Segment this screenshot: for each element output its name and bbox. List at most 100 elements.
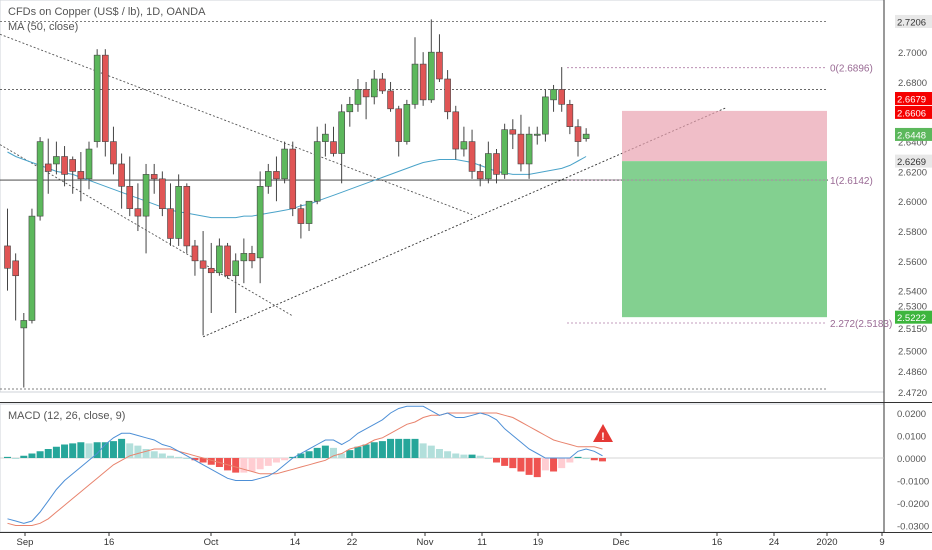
macd-pane-frame <box>0 403 885 533</box>
price-axis-tick: 2.6000 <box>898 197 927 208</box>
macd-histogram-bar <box>142 449 150 458</box>
candle-body <box>338 111 345 154</box>
macd-histogram-bar <box>175 456 183 458</box>
macd-histogram-bar <box>574 456 582 458</box>
candle-body <box>558 89 566 105</box>
price-axis-tick: 2.5000 <box>898 346 927 357</box>
macd-histogram-bar <box>52 446 60 458</box>
price-label-current-box <box>895 127 932 141</box>
candle-body <box>362 89 370 98</box>
candle-body <box>53 156 60 165</box>
take-profit-zone <box>622 161 827 318</box>
candle-body <box>501 129 508 175</box>
candle-body <box>36 141 44 217</box>
macd-axis-tick: -0.0200 <box>897 499 929 510</box>
macd-histogram-bar <box>224 458 232 471</box>
candle-body <box>281 148 288 180</box>
macd-histogram-bar <box>44 449 52 458</box>
candle-body <box>207 267 215 274</box>
macd-histogram-bar <box>493 458 500 463</box>
time-axis-label: 2020 <box>816 537 837 548</box>
price-axis-tick: 2.4860 <box>898 367 927 378</box>
candle-body <box>224 245 231 277</box>
candle-body <box>175 186 182 239</box>
candle-body <box>582 133 590 139</box>
candle-body <box>232 260 239 277</box>
macd-histogram-bar <box>167 455 174 458</box>
macd-histogram-bar <box>370 442 378 458</box>
candle-body <box>330 141 337 154</box>
candle-body <box>248 253 256 262</box>
price-axis-tick: 2.5800 <box>898 227 927 238</box>
candle-body <box>297 208 305 224</box>
candle-body <box>118 163 125 187</box>
candle-body <box>4 245 11 269</box>
macd-histogram-bar <box>28 453 36 458</box>
macd-histogram-bar <box>4 456 11 458</box>
macd-histogram-bar <box>468 454 476 458</box>
descending-trendline <box>0 33 473 216</box>
macd-histogram-bar <box>501 458 509 466</box>
macd-histogram-bar <box>101 442 109 458</box>
candle-body <box>403 104 411 142</box>
warning-icon-mark: ! <box>601 431 605 443</box>
candle-body <box>460 141 468 150</box>
price-axis-tick: 2.5300 <box>898 302 927 313</box>
candle-body <box>134 208 142 217</box>
macd-histogram-bar <box>533 458 541 478</box>
candle-body <box>419 63 427 101</box>
candle-body <box>85 148 93 180</box>
macd-histogram-bar <box>85 443 93 458</box>
candle-body <box>77 171 85 180</box>
price-axis-tick: 2.7000 <box>898 48 927 59</box>
macd-histogram-bar <box>525 458 533 475</box>
time-axis-label: Oct <box>204 537 219 548</box>
macd-histogram-bar <box>313 447 321 458</box>
time-axis-label: 16 <box>104 537 115 548</box>
candle-body <box>533 133 541 136</box>
candle-body <box>427 51 435 101</box>
candle-body <box>509 129 517 135</box>
macd-histogram-bar <box>321 445 329 458</box>
candle-body <box>444 78 451 113</box>
macd-histogram-bar <box>517 458 525 472</box>
macd-histogram-bar <box>411 438 419 458</box>
candle-body <box>322 133 329 142</box>
candle-body <box>468 141 476 172</box>
macd-histogram-bar <box>452 453 460 458</box>
macd-histogram-bar <box>207 458 215 465</box>
macd-histogram-bar <box>598 458 606 462</box>
candle-body <box>142 174 150 217</box>
candle-body <box>167 208 174 239</box>
symbol-title[interactable]: CFDs on Copper (US$ / lb), 1D, OANDA <box>8 6 206 18</box>
macd-legend[interactable]: MACD (12, 26, close, 9) <box>8 410 126 422</box>
candle-body <box>28 215 36 321</box>
macd-histogram-bar <box>150 451 158 458</box>
candle-body <box>102 54 109 142</box>
macd-histogram-bar <box>281 458 289 461</box>
price-label-entry: 2.6269 <box>897 157 926 168</box>
macd-histogram-bar <box>590 458 598 461</box>
macd-histogram-bar <box>109 441 117 458</box>
macd-histogram-bar <box>158 453 166 458</box>
candle-body <box>542 96 549 135</box>
macd-histogram-bar <box>346 450 354 458</box>
ma-legend[interactable]: MA (50, close) <box>8 21 79 33</box>
macd-histogram-bar <box>484 458 492 459</box>
macd-histogram-bar <box>118 438 126 458</box>
candle-body <box>387 90 394 110</box>
macd-histogram-bar <box>69 443 77 458</box>
macd-histogram-bar <box>248 458 256 472</box>
macd-histogram-bar <box>36 451 44 458</box>
price-axis-tick: 2.5150 <box>898 324 927 335</box>
macd-histogram-bar <box>289 456 297 458</box>
candle-body <box>69 159 76 172</box>
macd-histogram-bar <box>558 458 566 469</box>
candle-body <box>93 54 101 142</box>
candle-body <box>411 63 419 105</box>
macd-histogram-bar <box>550 458 558 472</box>
macd-histogram-bar <box>256 458 264 470</box>
macd-histogram-bar <box>134 445 142 458</box>
macd-histogram-bar <box>264 458 272 466</box>
